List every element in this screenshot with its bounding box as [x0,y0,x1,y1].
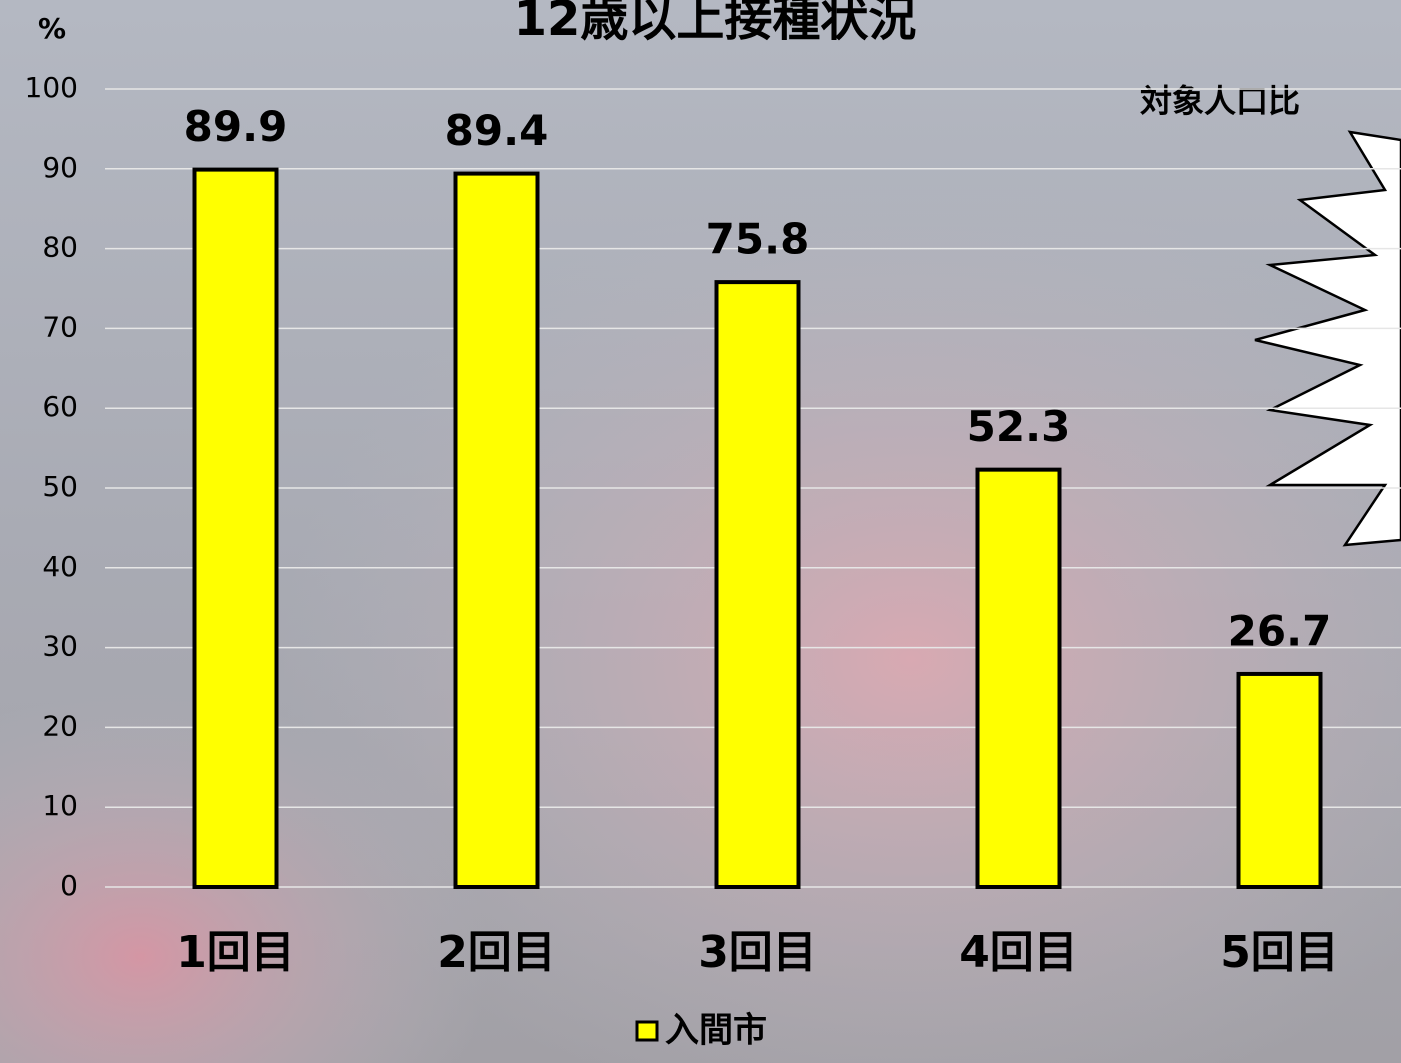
x-tick-label: 4回目 [959,927,1078,978]
data-label: 89.4 [445,106,549,155]
data-label: 75.8 [706,215,810,264]
y-tick-label: 60 [42,390,78,423]
y-tick-label: 50 [42,470,78,503]
annotation: 対象人口比 [1140,82,1300,120]
y-tick-label: 10 [42,789,78,822]
page: {"chart_data": {"type": "bar", "title": … [0,0,1401,1063]
y-tick-label: 100 [25,71,78,104]
y-tick-label: 30 [42,630,78,663]
y-tick-label: 0 [60,869,78,902]
x-tick-label: 3回目 [698,927,817,978]
bar [195,170,277,887]
y-tick-label: 20 [42,709,78,742]
bar [978,470,1060,887]
legend-label: 入間市 [665,1011,767,1051]
x-tick-label: 2回目 [437,927,556,978]
chart-title: 12歳以上接種状況 [514,0,917,47]
y-tick-label: 90 [42,151,78,184]
y-tick-label: 80 [42,231,78,264]
bar [1239,674,1321,887]
x-tick-label: 5回目 [1220,927,1339,978]
chart: 12歳以上接種状況 % 対象人口比 0 10 20 30 40 50 60 70 80 90 100… [0,0,1401,1063]
data-label: 52.3 [967,402,1071,451]
data-label: 89.9 [184,102,288,151]
bar [456,174,538,887]
data-label: 26.7 [1228,606,1332,655]
y-unit: % [38,12,66,45]
legend-swatch [637,1022,657,1040]
y-tick-label: 70 [42,310,78,343]
x-tick-label: 1回目 [176,927,295,978]
y-tick-label: 40 [42,550,78,583]
bar [717,282,799,887]
